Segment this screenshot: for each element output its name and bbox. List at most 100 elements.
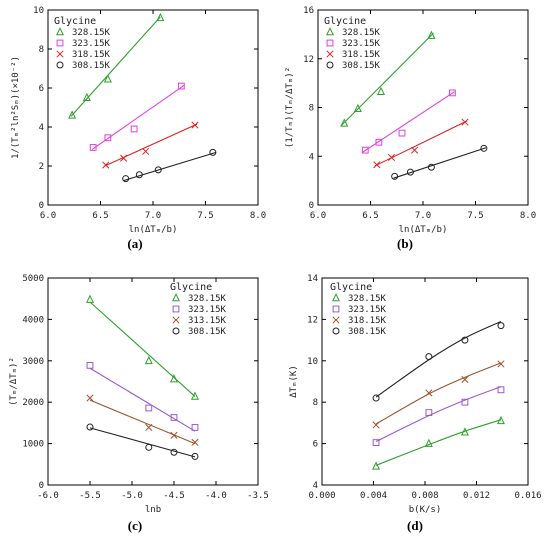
plot-frame	[47, 277, 259, 486]
series-1	[68, 12, 165, 119]
data-point	[122, 175, 130, 183]
data-point	[497, 322, 505, 330]
legend-entry: 328.15K	[342, 28, 381, 38]
legend-title: Glycine	[330, 282, 372, 293]
chart-panel-2: 6.0 6.5 7.0 7.5 8.0 0 4 8 12 16 ln(ΔTₘ/b) (1/Tₘ)(Tₘ…	[285, 6, 536, 251]
data-point	[89, 144, 97, 151]
series-2	[361, 89, 456, 154]
legend-marker	[332, 293, 340, 302]
y-tick-label: 4	[309, 152, 314, 162]
legend-entry: 318.15K	[72, 50, 111, 60]
y-tick-label: 16	[303, 6, 314, 16]
legend-marker	[56, 39, 64, 47]
data-point	[86, 294, 94, 303]
data-point	[102, 161, 110, 169]
data-point	[145, 404, 153, 412]
series-3	[372, 360, 505, 429]
data-point	[177, 82, 185, 90]
fit-line	[361, 91, 455, 154]
data-point	[156, 12, 165, 22]
x-tick-label: 6.0	[40, 211, 56, 221]
x-tick-label: 7.0	[415, 211, 431, 221]
y-tick-label: 6	[313, 440, 318, 450]
legend-marker	[172, 293, 180, 302]
y-tick-label: 2	[39, 162, 44, 172]
legend-entry: 308.15K	[342, 61, 381, 71]
x-tick-label: 0.012	[463, 491, 490, 501]
y-tick-label: 3000	[22, 357, 44, 367]
data-point	[209, 148, 217, 156]
y-tick-label: 4	[313, 481, 318, 491]
data-point	[461, 118, 469, 126]
fit-line	[89, 427, 196, 458]
fit-line	[91, 84, 185, 150]
y-tick-label: 10	[307, 357, 318, 367]
data-point	[497, 360, 505, 368]
data-point	[170, 374, 178, 383]
data-point	[411, 146, 419, 154]
data-point	[372, 394, 380, 402]
x-tick-label: 0.004	[360, 491, 387, 501]
series-2	[89, 82, 185, 151]
data-point	[387, 153, 396, 162]
data-point	[170, 431, 178, 439]
y-axis-label: 1/(Tₘ²ln²Sₘ)(×10⁻²)	[11, 56, 21, 159]
x-axis-label: lnb	[145, 505, 161, 515]
data-point	[154, 166, 162, 174]
legend-title: Glycine	[170, 282, 212, 293]
legend-entry: 308.15K	[188, 327, 227, 337]
fit-line	[375, 320, 502, 398]
fit-line	[89, 301, 196, 397]
series-4	[86, 423, 199, 460]
data-point	[372, 439, 380, 446]
legend-marker	[56, 27, 64, 36]
legend-marker	[172, 327, 180, 335]
legend-marker	[332, 305, 340, 313]
data-point	[361, 146, 369, 154]
data-point	[373, 161, 381, 169]
data-point	[461, 336, 469, 344]
panel-label: (d)	[407, 518, 423, 533]
series-3	[102, 121, 199, 169]
fit-line	[340, 32, 434, 127]
legend-marker	[326, 61, 334, 69]
data-point	[191, 438, 199, 446]
y-tick-label: 8	[309, 104, 314, 114]
y-tick-label: 0	[39, 481, 44, 491]
data-point	[427, 30, 436, 39]
chart-panel-4: 0.000 0.004 0.008 0.012 0.016 4 6 8 10 12 14 b(K/s)…	[289, 274, 542, 533]
x-tick-label: 8.0	[250, 211, 266, 221]
data-point	[398, 129, 406, 137]
data-point	[68, 110, 77, 119]
data-point	[424, 438, 433, 447]
data-point	[425, 409, 433, 416]
y-tick-label: 14	[307, 274, 318, 284]
fit-line	[89, 399, 196, 445]
x-tick-label: -4.0	[205, 491, 227, 501]
data-point	[86, 394, 94, 402]
x-tick-label: 6.5	[362, 211, 378, 221]
series-1	[372, 415, 505, 470]
fit-line	[375, 419, 502, 466]
panel-label: (b)	[397, 236, 413, 251]
legend-entry: 328.15K	[348, 294, 387, 304]
legend-marker	[326, 27, 334, 36]
data-point	[375, 138, 383, 146]
legend-entry: 328.15K	[188, 294, 227, 304]
series-1	[86, 294, 199, 400]
series-2	[86, 361, 199, 432]
data-point	[372, 421, 380, 429]
fit-line	[123, 151, 217, 182]
data-point	[340, 118, 349, 127]
legend-entry: 318.15K	[342, 50, 381, 60]
fit-line	[393, 147, 487, 179]
data-point	[461, 398, 469, 406]
y-tick-label: 5000	[22, 274, 44, 284]
x-tick-label: 7.5	[197, 211, 213, 221]
y-tick-label: 12	[307, 315, 318, 325]
y-tick-label: 4000	[22, 315, 44, 325]
